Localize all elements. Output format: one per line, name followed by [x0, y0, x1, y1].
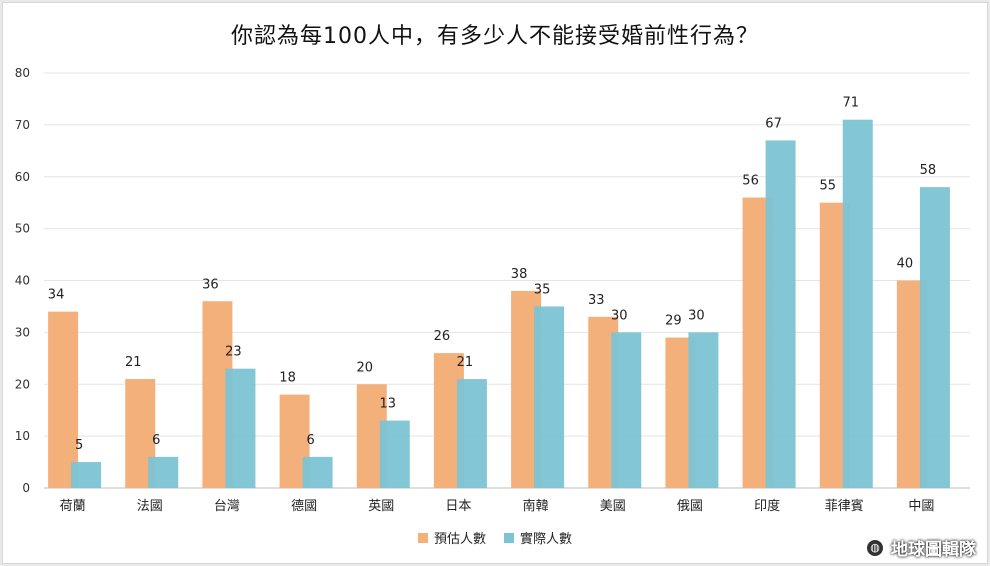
data-label-actual: 6: [306, 433, 314, 448]
y-tick-label: 10: [15, 429, 30, 443]
data-label-actual: 13: [379, 397, 396, 412]
data-label-actual: 58: [920, 163, 937, 178]
data-label-actual: 35: [534, 282, 551, 297]
data-label-estimate: 20: [356, 360, 373, 375]
data-label-estimate: 36: [202, 277, 219, 292]
globe-icon: ◍: [865, 537, 885, 558]
x-tick-label: 印度: [754, 498, 780, 514]
data-label-estimate: 21: [125, 355, 142, 370]
bar-actual: [611, 332, 642, 488]
x-tick-label: 荷蘭: [60, 498, 86, 514]
legend-label-estimate: 預估人數: [433, 532, 486, 547]
legend-swatch-actual: [504, 532, 514, 543]
data-label-actual: 5: [75, 438, 83, 453]
y-tick-label: 60: [15, 170, 30, 184]
legend-item-estimate: 預估人數: [417, 528, 486, 547]
legend-item-actual: 實際人數: [504, 528, 572, 547]
bar-actual: [456, 379, 487, 488]
data-label-actual: 30: [688, 308, 705, 323]
bar-actual: [919, 187, 950, 488]
data-label-actual: 6: [152, 433, 160, 448]
y-tick-label: 20: [15, 377, 30, 391]
bar-actual: [534, 306, 565, 488]
bar-estimate: [48, 311, 79, 488]
data-label-actual: 67: [765, 116, 782, 131]
chart-title: 你認為每100人中，有多少人不能接受婚前性行為？: [231, 24, 759, 49]
x-tick-label: 俄國: [677, 499, 703, 514]
data-label-estimate: 55: [819, 179, 836, 194]
data-label-estimate: 33: [588, 293, 605, 308]
legend-label-actual: 實際人數: [520, 532, 573, 547]
x-tick-label: 美國: [600, 499, 626, 514]
bar-actual: [71, 462, 102, 488]
y-tick-label: 30: [15, 325, 30, 339]
y-tick-label: 50: [15, 222, 30, 236]
data-label-actual: 23: [225, 345, 242, 360]
y-tick-label: 70: [15, 118, 30, 132]
y-tick-label: 40: [15, 274, 30, 288]
x-tick-label: 日本: [445, 499, 471, 514]
bar-actual: [688, 332, 719, 488]
x-tick-label: 德國: [291, 499, 317, 514]
bar-actual: [302, 456, 333, 488]
data-label-estimate: 40: [897, 257, 914, 272]
x-tick-label: 中國: [908, 499, 934, 514]
x-tick-label: 台灣: [214, 499, 240, 514]
y-tick-label: 80: [15, 66, 30, 80]
data-label-estimate: 26: [434, 329, 451, 344]
data-label-actual: 71: [842, 96, 859, 111]
y-tick-label: 0: [22, 481, 30, 495]
bar-actual: [379, 420, 410, 488]
data-label-estimate: 38: [511, 267, 528, 282]
data-label-estimate: 56: [742, 174, 759, 189]
bar-actual: [225, 368, 256, 488]
data-label-estimate: 18: [279, 371, 296, 386]
watermark-text: 地球圖輯隊: [891, 540, 976, 560]
legend-swatch-estimate: [417, 532, 428, 543]
data-label-estimate: 34: [48, 288, 65, 303]
data-label-estimate: 29: [665, 314, 682, 329]
data-label-actual: 30: [611, 308, 628, 323]
data-label-actual: 21: [457, 355, 474, 370]
x-tick-label: 南韓: [523, 498, 549, 514]
bar-actual: [148, 456, 179, 488]
bar-actual: [842, 119, 873, 488]
chart-legend: 預估人數 實際人數: [0, 528, 990, 547]
x-tick-label: 英國: [368, 499, 394, 514]
x-tick-label: 菲律賓: [825, 498, 864, 514]
bar-actual: [765, 140, 796, 488]
watermark: ◍ 地球圖輯隊: [865, 535, 976, 560]
x-tick-label: 法國: [137, 499, 163, 514]
